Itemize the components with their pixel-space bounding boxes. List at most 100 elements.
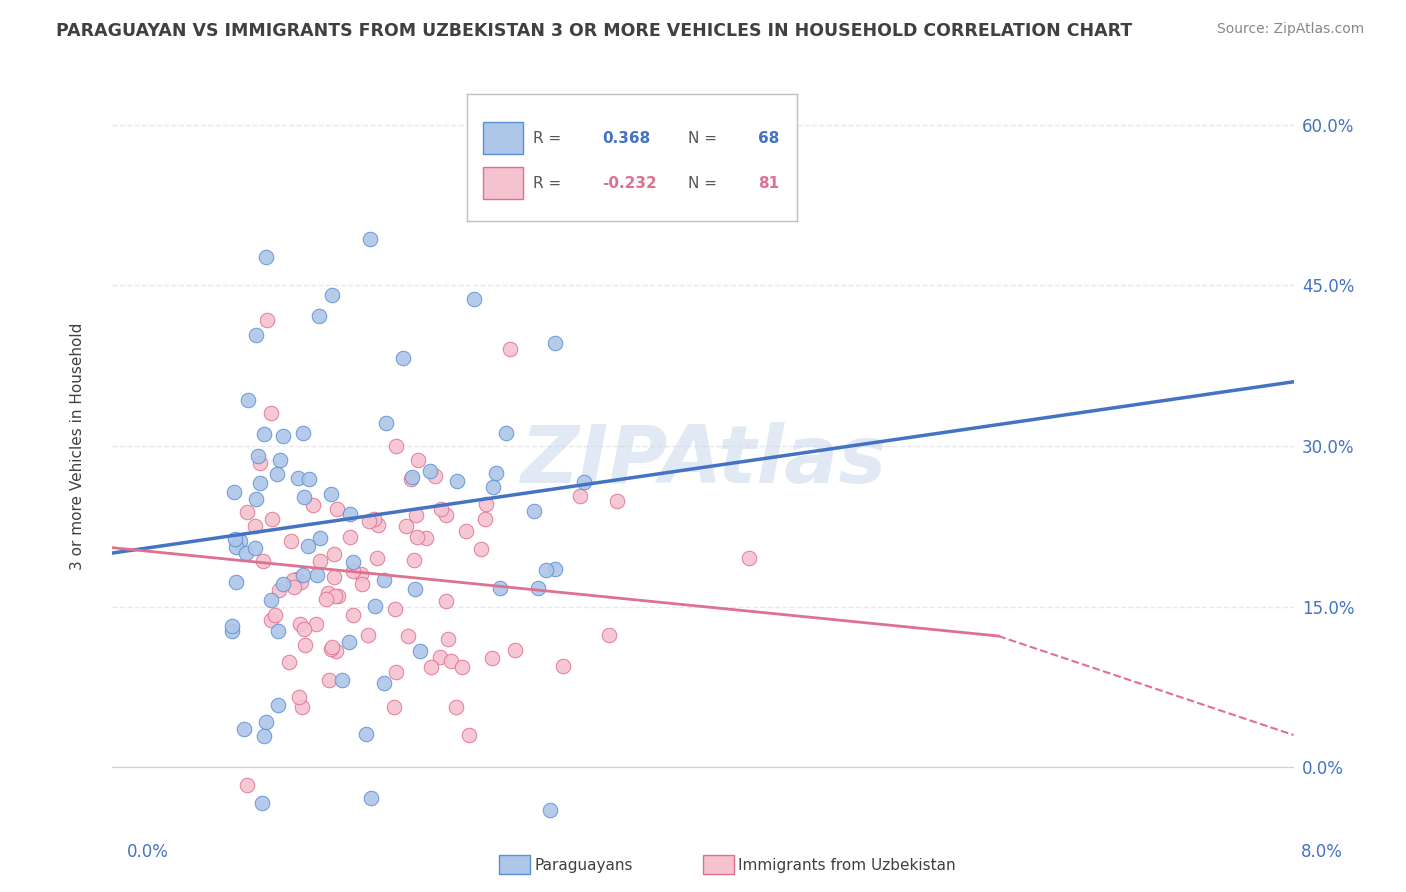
Point [350, 577, 373, 591]
Point [252, 729, 274, 743]
Point [373, 574, 395, 588]
Point [405, 508, 427, 523]
Point [298, 471, 321, 485]
Point [292, 622, 315, 636]
Point [406, 530, 429, 544]
Point [339, 530, 361, 544]
Point [373, 676, 395, 690]
Point [267, 698, 290, 713]
Point [359, 231, 381, 245]
Point [277, 655, 299, 669]
Point [319, 486, 342, 500]
Point [485, 466, 508, 480]
Point [440, 654, 463, 668]
Point [322, 547, 344, 561]
Point [354, 727, 377, 741]
Point [259, 593, 281, 607]
Point [305, 616, 328, 631]
Point [318, 673, 340, 687]
Point [325, 643, 347, 657]
Point [385, 665, 408, 679]
Text: PARAGUAYAN VS IMMIGRANTS FROM UZBEKISTAN 3 OR MORE VEHICLES IN HOUSEHOLD CORRELA: PARAGUAYAN VS IMMIGRANTS FROM UZBEKISTAN… [56, 22, 1132, 40]
Point [266, 467, 288, 481]
Point [246, 450, 269, 464]
Point [458, 728, 481, 742]
Point [406, 453, 429, 467]
Point [249, 476, 271, 491]
Point [288, 690, 311, 704]
Point [260, 613, 283, 627]
Point [285, 572, 308, 586]
Point [267, 624, 290, 638]
Point [367, 518, 389, 533]
Point [382, 700, 405, 714]
Point [253, 427, 276, 442]
Point [321, 640, 343, 655]
Point [305, 567, 328, 582]
Point [475, 497, 498, 511]
Point [360, 791, 382, 805]
Point [523, 504, 546, 518]
Point [527, 581, 550, 595]
Point [326, 501, 349, 516]
Text: ZIPAtlas: ZIPAtlas [520, 422, 886, 500]
Point [260, 511, 283, 525]
Point [560, 152, 582, 166]
Point [420, 660, 443, 674]
Point [337, 634, 360, 648]
Point [271, 428, 294, 442]
Point [342, 607, 364, 622]
Point [292, 568, 315, 582]
Text: 8.0%: 8.0% [1301, 843, 1343, 861]
Point [292, 425, 315, 440]
Point [391, 351, 413, 365]
Point [243, 541, 266, 556]
Point [236, 505, 259, 519]
Point [364, 599, 387, 613]
Point [444, 699, 467, 714]
Point [569, 489, 592, 503]
Point [574, 475, 596, 489]
Point [499, 342, 522, 356]
Point [446, 474, 468, 488]
Point [243, 519, 266, 533]
Point [488, 581, 510, 595]
Point [429, 649, 451, 664]
Point [419, 464, 441, 478]
Point [538, 803, 561, 817]
Point [474, 511, 496, 525]
Point [280, 534, 302, 549]
Point [290, 575, 312, 590]
Point [249, 456, 271, 470]
Point [434, 508, 457, 523]
Point [224, 532, 246, 546]
Point [294, 638, 316, 652]
Point [385, 439, 408, 453]
Point [222, 484, 245, 499]
Point [221, 624, 243, 638]
Point [221, 619, 243, 633]
Point [482, 480, 505, 494]
Text: Paraguayans: Paraguayans [534, 858, 633, 872]
Text: Immigrants from Uzbekistan: Immigrants from Uzbekistan [738, 858, 956, 872]
Text: 3 or more Vehicles in Household: 3 or more Vehicles in Household [70, 322, 84, 570]
Point [254, 715, 277, 730]
Point [245, 327, 267, 342]
Point [401, 470, 423, 484]
Point [236, 778, 259, 792]
Point [319, 641, 342, 656]
Point [451, 660, 474, 674]
Point [339, 508, 361, 522]
Point [252, 554, 274, 568]
Point [463, 292, 485, 306]
Point [402, 553, 425, 567]
Point [342, 555, 364, 569]
Point [598, 628, 620, 642]
Point [229, 533, 252, 548]
Point [321, 288, 343, 302]
Point [235, 546, 257, 560]
Point [318, 586, 340, 600]
Point [342, 564, 364, 578]
Point [366, 551, 388, 566]
Point [481, 650, 503, 665]
